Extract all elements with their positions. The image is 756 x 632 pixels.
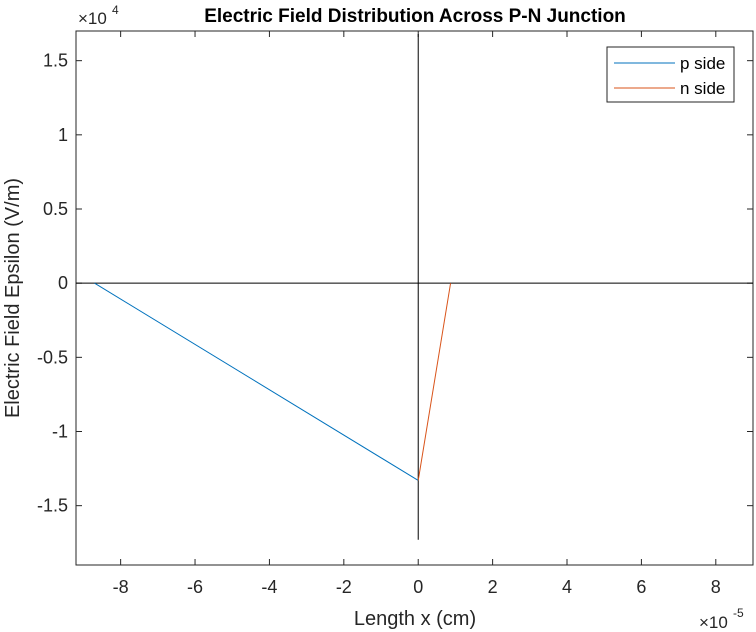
series-line-n-side — [417, 283, 452, 481]
y-tick-label: 1 — [58, 125, 68, 145]
reference-lines — [76, 33, 753, 540]
y-tick-label: 1.5 — [43, 51, 68, 71]
y-tick-label: -0.5 — [37, 347, 68, 367]
data-series — [94, 282, 452, 481]
plot-area — [75, 30, 754, 566]
x-multiplier-exponent: -5 — [733, 606, 744, 620]
y-axis-multiplier: ×10 4 — [78, 3, 119, 28]
legend-box — [606, 46, 735, 103]
y-tick-label: -1.5 — [37, 496, 68, 516]
x-axis-multiplier: ×10 -5 — [699, 606, 744, 632]
x-tick-label: 6 — [636, 577, 646, 597]
chart-title: Electric Field Distribution Across P-N J… — [204, 6, 626, 27]
x-tick-label: 0 — [413, 577, 423, 597]
y-multiplier-base: ×10 — [78, 9, 107, 28]
x-tick-label: -6 — [187, 577, 203, 597]
y-tick-label: -1 — [52, 422, 68, 442]
y-multiplier-exponent: 4 — [112, 3, 119, 17]
y-tick-label: 0.5 — [43, 199, 68, 219]
x-tick-label: -8 — [113, 577, 129, 597]
x-tick-label: 8 — [711, 577, 721, 597]
axis-ticks: -8 -6 -4 -2 0 2 4 6 8 -1.5 -1 -0.5 0 0.5 1 1.5 — [37, 31, 753, 597]
series-line-p-side — [94, 282, 419, 481]
y-tick-label: 0 — [58, 273, 68, 293]
x-tick-label: 4 — [562, 577, 572, 597]
legend-label-p-side: p side — [680, 54, 725, 73]
x-tick-label: 2 — [488, 577, 498, 597]
x-tick-label: -2 — [336, 577, 352, 597]
y-axis-label: Electric Field Epsilon (V/m) — [2, 178, 24, 418]
legend-label-n-side: n side — [680, 79, 725, 98]
x-multiplier-base: ×10 — [699, 613, 728, 632]
x-tick-label: -4 — [261, 577, 277, 597]
x-axis-label: Length x (cm) — [354, 608, 476, 630]
legend: p side n side — [606, 46, 735, 103]
